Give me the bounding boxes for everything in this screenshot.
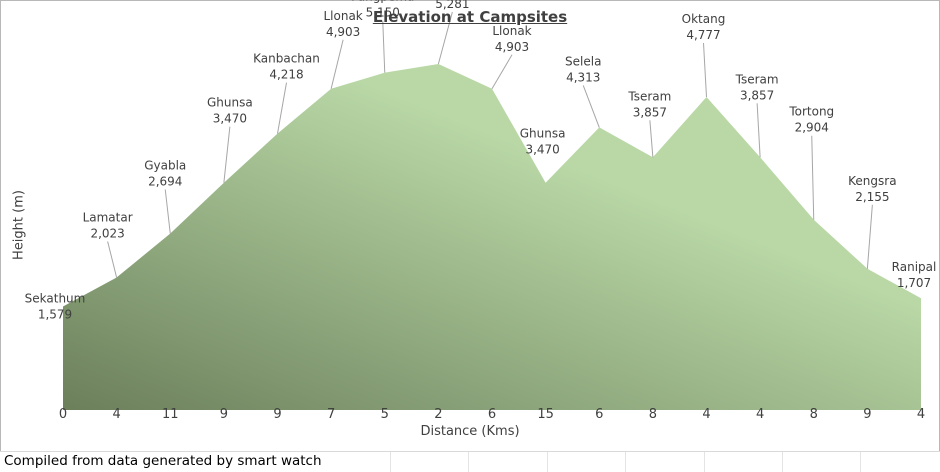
data-label-value: 2,694: [148, 174, 182, 188]
data-label-name: Kanbachan: [253, 52, 320, 66]
data-label: Llonak 4,903: [323, 9, 362, 39]
data-label-name: Ghunsa: [520, 127, 566, 141]
data-label-value: 3,857: [740, 88, 774, 102]
x-tick-label: 4: [112, 407, 120, 422]
data-label-value: 2,023: [90, 226, 124, 240]
sheet-gridline: [704, 452, 705, 472]
data-label: Drohmo Ri Slope5,281: [435, 0, 469, 11]
data-label-name: Llonak: [323, 9, 362, 23]
data-label-value: 3,857: [633, 105, 667, 119]
x-tick-label: 9: [863, 407, 871, 422]
data-label: Ghunsa 3,470: [520, 127, 566, 157]
x-axis-label: Distance (Kms): [420, 424, 520, 439]
data-label: Llonak 4,903: [492, 24, 531, 54]
leader-line: [491, 54, 513, 90]
data-label-value: 1,579: [38, 308, 72, 322]
sheet-gridline: [390, 452, 391, 472]
data-label: Tortong 2,904: [788, 105, 834, 135]
data-label: Oktang 4,777: [682, 12, 726, 42]
data-label-name: Sekathum: [25, 292, 86, 306]
sheet-gridline: [782, 452, 783, 472]
sheet-gridline: [625, 452, 626, 472]
x-tick-label: 9: [220, 407, 228, 422]
data-label-name: Tseram: [735, 72, 779, 86]
data-label-name: Selela: [565, 54, 601, 68]
data-label: Tseram 3,857: [735, 72, 779, 102]
leader-line: [649, 120, 654, 158]
data-label: Kengsra 2,155: [848, 174, 896, 204]
leader-line: [382, 20, 386, 73]
footer-note: Compiled from data generated by smart wa…: [4, 453, 322, 469]
x-tick-label: 5: [381, 407, 389, 422]
x-tick-label: 2: [434, 407, 442, 422]
data-label-name: Gyabla: [144, 158, 186, 172]
data-label-name: Llonak: [492, 24, 531, 38]
leader-line: [703, 42, 707, 98]
data-label-name: Oktang: [682, 12, 726, 26]
x-tick-label: 0: [59, 407, 67, 422]
x-tick-label: 4: [756, 407, 764, 422]
data-label-name: Ranipal: [892, 260, 937, 274]
data-label-name: Pangpema: [351, 0, 414, 4]
sheet-gridline: [860, 452, 861, 472]
footer-row: Compiled from data generated by smart wa…: [0, 451, 940, 472]
chart-plot: Sekathum 1,579 Lamatar 2,023 Gyabla 2,694 Ghun…: [25, 0, 937, 422]
data-label: Sekathum 1,579: [25, 292, 86, 322]
data-label-name: Ghunsa: [207, 96, 253, 110]
data-label-value: 4,903: [495, 40, 529, 54]
leader-line: [866, 204, 873, 269]
data-label-value: 2,904: [795, 121, 829, 135]
leader-line: [811, 135, 815, 220]
leader-line: [277, 82, 287, 134]
data-label-value: 4,313: [566, 70, 600, 84]
x-tick-label: 4: [917, 407, 925, 422]
data-label-name: Lamatar: [83, 210, 133, 224]
x-tick-label: 6: [488, 407, 496, 422]
elevation-area: [63, 64, 921, 410]
data-label-value: 2,155: [855, 190, 889, 204]
data-label: Selela 4,313: [565, 54, 601, 84]
x-tick-label: 6: [595, 407, 603, 422]
sheet-gridline: [547, 452, 548, 472]
data-label-value: 5,150: [366, 6, 400, 20]
data-label-value: 4,903: [326, 25, 360, 39]
data-label-name: Tortong: [788, 105, 834, 119]
data-label-name: Tseram: [627, 89, 671, 103]
leader-line: [223, 126, 231, 183]
data-label: Kanbachan 4,218: [253, 52, 320, 82]
x-tick-label: 7: [327, 407, 335, 422]
leader-line: [107, 241, 118, 278]
x-tick-label: 8: [810, 407, 818, 422]
x-tick-label: 8: [649, 407, 657, 422]
data-label-name: Kengsra: [848, 174, 896, 188]
data-label-value: 3,470: [213, 112, 247, 126]
leader-line: [330, 39, 344, 89]
sheet-gridline: [468, 452, 469, 472]
data-label-value: 4,218: [269, 68, 303, 82]
data-label: Ghunsa 3,470: [207, 96, 253, 126]
x-tick-label: 15: [537, 407, 554, 422]
y-axis-label: Height (m): [11, 190, 27, 260]
x-tick-label: 11: [162, 407, 179, 422]
chart-title: Elevation at Campsites: [372, 8, 568, 26]
x-tick-label: 9: [273, 407, 281, 422]
data-label-value: 5,281: [435, 0, 469, 11]
data-label-value: 4,777: [686, 28, 720, 42]
data-label: Lamatar 2,023: [83, 210, 133, 240]
data-label: Pangpema 5,150: [351, 0, 414, 20]
data-label: Tseram 3,857: [627, 89, 671, 119]
leader-line: [164, 189, 171, 234]
data-label-value: 3,470: [525, 143, 559, 157]
leader-line: [582, 85, 600, 128]
leader-line: [756, 103, 761, 158]
data-label-value: 1,707: [897, 276, 931, 290]
x-tick-label: 4: [702, 407, 710, 422]
leader-line: [437, 11, 453, 65]
data-label: Ranipal 1,707: [892, 260, 937, 290]
data-label: Gyabla 2,694: [144, 158, 186, 188]
